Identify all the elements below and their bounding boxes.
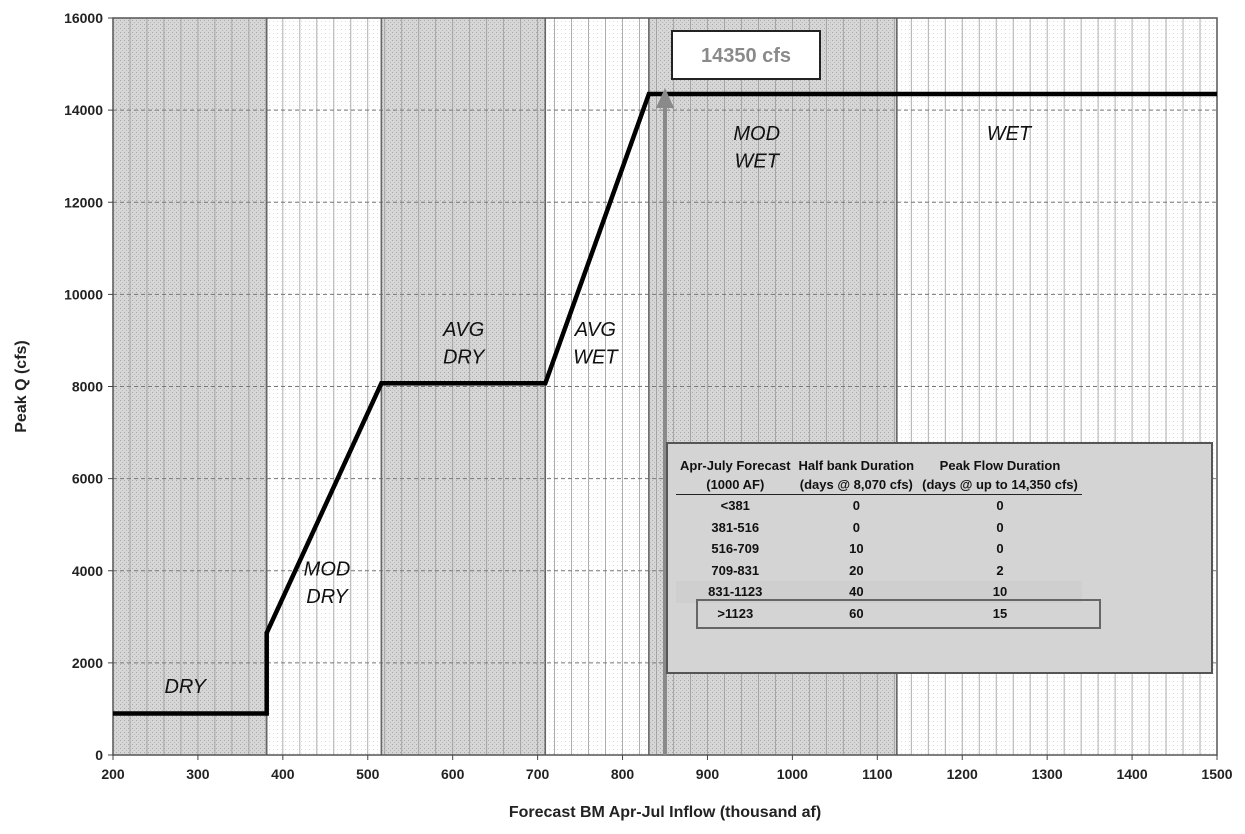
table-cell: >1123 [717,605,754,621]
table-row: 709-831 20 2 [676,560,1082,582]
x-tick-label: 600 [441,766,465,782]
duration-table: Apr-July Forecast Half bank Duration Pea… [676,456,1082,624]
table-cell: <381 [720,498,750,513]
y-tick-label: 10000 [64,286,103,302]
annotation-text: 14350 cfs [701,45,791,67]
x-tick-label: 1100 [862,766,893,782]
x-tick-label: 800 [611,766,635,782]
table-body: <381 0 0 381-516 0 0 516-709 10 0 709-831 20 2 831-1… [676,495,1082,625]
table-row: 381-516 0 0 [676,517,1082,539]
zone-label: DRY [164,676,207,698]
y-axis-title: Peak Q (cfs) [13,340,30,432]
x-tick-label: 1000 [777,766,808,782]
x-tick-label: 300 [186,766,210,782]
x-tick-label: 900 [696,766,720,782]
x-tick-label: 1500 [1201,766,1232,782]
table-row: <381 0 0 [676,495,1082,517]
col-header-peak: Peak Flow Duration [939,458,1061,473]
series-layer [113,91,1217,716]
y-tick-label: 2000 [72,655,103,671]
table-cell: 2 [996,562,1004,578]
table-cell: 381-516 [711,519,760,535]
col-subheader-peak: (days @ up to 14,350 cfs) [918,475,1082,495]
table-cell: 831-1123 [676,581,795,603]
zone-labels: DRY MOD DRY AVG DRY AVG WET MOD WET WET [164,123,1032,698]
y-tick-label: 0 [95,747,103,763]
table-cell: 0 [996,541,1004,556]
table-cell: 0 [852,519,860,535]
table-cell: 709-831 [711,562,760,578]
table-cell: 60 [849,605,864,621]
table-cell: 0 [996,519,1004,535]
table-row: 516-709 10 0 [676,538,1082,560]
table-cell: 10 [849,541,864,556]
x-tick-label: 1200 [947,766,978,782]
col-subheader-halfbank: (days @ 8,070 cfs) [794,475,919,495]
annotation-box [671,30,821,80]
y-tick-label: 6000 [72,471,103,487]
zone-label: AVG [442,319,484,341]
table-cell: 40 [794,581,919,603]
table-cell: 10 [918,581,1082,603]
x-tick-label: 1300 [1032,766,1063,782]
table-row: >1123 60 15 [676,603,1082,625]
col-subheader-forecast: (1000 AF) [676,475,795,495]
axis-ticks: 200 300 400 500 600 700 800 900 1000 1100 1200 1300… [64,10,1233,782]
zone-label: AVG [574,319,616,341]
y-tick-label: 8000 [72,379,103,395]
x-tick-label: 700 [526,766,550,782]
zone-label: MOD [733,123,780,145]
col-header-forecast: Apr-July Forecast [680,458,791,473]
y-tick-label: 14000 [64,102,103,118]
y-tick-label: 16000 [64,10,103,26]
table-cell: 0 [996,498,1004,513]
table-cell: 20 [849,562,864,578]
y-tick-label: 12000 [64,194,103,210]
zone-label: WET [734,151,780,173]
table-cell: 0 [852,498,860,513]
zone-label: MOD [304,558,351,580]
table-cell: 15 [992,605,1008,621]
x-tick-label: 400 [271,766,295,782]
x-axis-title: Forecast BM Apr-Jul Inflow (thousand af) [509,804,821,821]
table-cell: 516-709 [711,541,760,556]
peak-annotation: 14350 cfs [656,30,821,755]
zone-label: WET [573,346,619,368]
annotation-arrowhead [656,88,674,109]
zone-label: DRY [306,586,349,608]
x-tick-label: 1400 [1116,766,1147,782]
x-tick-label: 500 [356,766,380,782]
peak-flow-line [113,91,1217,716]
y-tick-label: 4000 [72,563,103,579]
zone-label: WET [987,123,1033,145]
zone-label: DRY [443,346,486,368]
col-header-halfbank: Half bank Duration [798,458,915,473]
x-tick-label: 200 [101,766,125,782]
table-row: 831-1123 40 10 [676,581,1082,603]
forecast-duration-table: Apr-July Forecast Half bank Duration Pea… [666,442,1213,674]
